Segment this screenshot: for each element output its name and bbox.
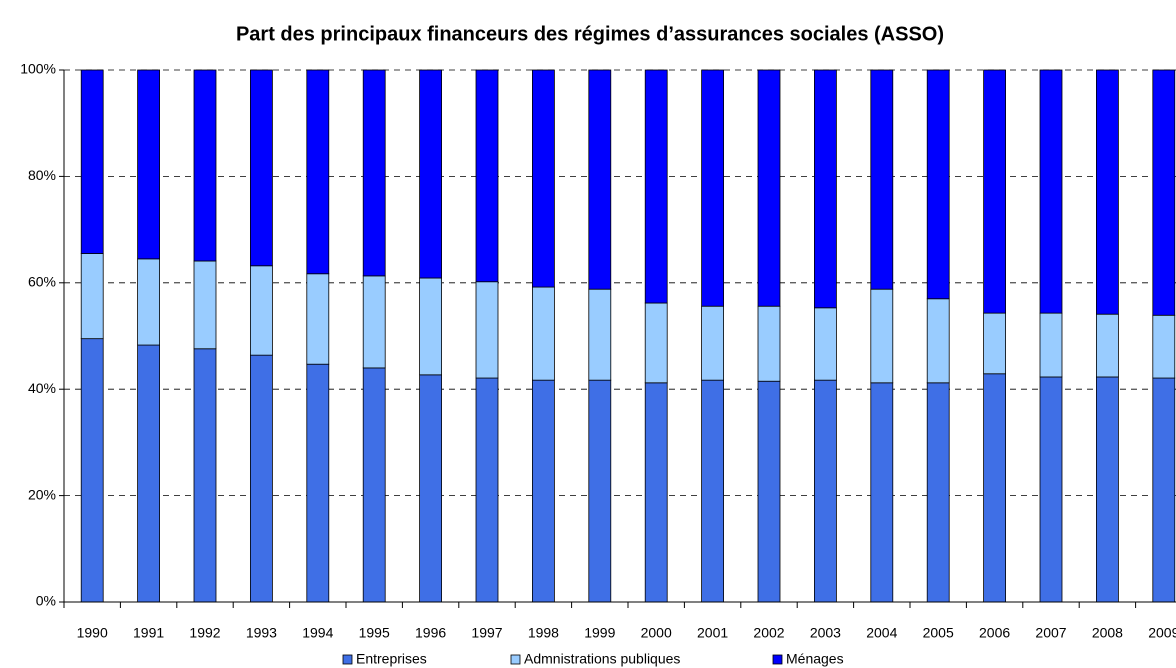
x-tick-label: 2007 [1035,625,1066,641]
legend-swatch [510,654,521,665]
bar-segment [1039,376,1063,603]
bar-segment [701,379,724,603]
bar-segment [475,69,499,283]
x-tick-label: 1993 [246,625,277,641]
bar-segment [249,265,273,356]
bar-segment [870,382,894,603]
bar-segment [644,302,668,384]
bar-segment [80,69,104,254]
bar-segment [588,288,612,381]
x-tick-label: 1999 [584,625,615,641]
bar-segment [532,69,555,288]
bar-segment [419,69,443,279]
chart-title: Part des principaux financeurs des régim… [236,23,944,45]
bar-segment [926,298,950,384]
bar-segment [757,380,781,603]
x-tick-label: 2005 [923,625,954,641]
bar-segment [814,69,837,309]
bar-segment [983,69,1006,314]
x-tick-label: 1997 [471,625,502,641]
x-tick-label: 1991 [133,625,164,641]
bar-segment [362,275,386,369]
y-tick-label: 40% [28,380,56,396]
y-tick-label: 60% [28,274,56,290]
bar-segment [701,69,724,307]
bar-segment [926,382,950,603]
bar-segment [193,348,217,603]
legend-label: Entreprises [356,651,427,667]
y-tick-label: 0% [36,593,56,609]
bar-segment [306,273,330,365]
bar-segment [80,253,104,340]
bar-segment [306,363,330,603]
bar-segment [983,373,1006,603]
bar-segment [1152,314,1176,379]
bar-segment [362,367,386,603]
bar-segment [475,377,499,603]
bar-segment [1039,312,1063,378]
bar-segment [814,379,837,603]
x-tick-label: 1990 [77,625,108,641]
legend-swatch [772,654,783,665]
bar-segment [137,69,161,260]
bar-segment [80,338,104,603]
bar-segment [1096,376,1119,603]
bar-segment [757,69,781,307]
x-tick-label: 2008 [1092,625,1123,641]
bar-segment [137,344,161,603]
bar-segment [475,281,499,379]
bar-segment [701,305,724,381]
bar-segment [419,374,443,603]
bar-segment [193,69,217,262]
bar-segment [644,69,668,304]
bar-segment [1152,377,1176,603]
x-tick-label: 1995 [359,625,390,641]
y-tick-label: 20% [28,486,56,502]
bar-segment [588,379,612,603]
bar-segment [306,69,330,275]
x-tick-label: 1998 [528,625,559,641]
y-tick-label: 100% [20,61,56,77]
y-tick-label: 80% [28,167,56,183]
x-tick-label: 2002 [753,625,784,641]
legend-label: Ménages [786,651,844,667]
bar-segment [249,354,273,603]
bar-segment [137,258,161,346]
bar-segment [249,69,273,267]
bar-segment [419,277,443,376]
legend-label: Admnistrations publiques [524,651,680,667]
bar-segment [870,69,894,290]
x-tick-label: 2000 [641,625,672,641]
bar-segment [1039,69,1063,314]
bar-segment [532,286,555,381]
x-tick-label: 1994 [302,625,333,641]
x-tick-label: 1992 [189,625,220,641]
bar-segment [983,312,1006,375]
x-tick-label: 1996 [415,625,446,641]
bar-segment [532,379,555,603]
bar-segment [193,260,217,350]
bar-segment [814,307,837,381]
legend-swatch [342,654,353,665]
x-tick-label: 2003 [810,625,841,641]
bar-segment [870,288,894,384]
bar-segment [1152,69,1176,316]
x-tick-label: 2004 [866,625,897,641]
x-tick-label: 2001 [697,625,728,641]
bar-segment [757,305,781,382]
x-tick-label: 2006 [979,625,1010,641]
bar-segment [926,69,950,300]
bar-segment [644,382,668,603]
bar-segment [362,69,386,277]
x-tick-label: 2009 [1148,625,1176,641]
bar-segment [588,69,612,290]
bar-segment [1096,69,1119,315]
bar-segment [1096,313,1119,378]
